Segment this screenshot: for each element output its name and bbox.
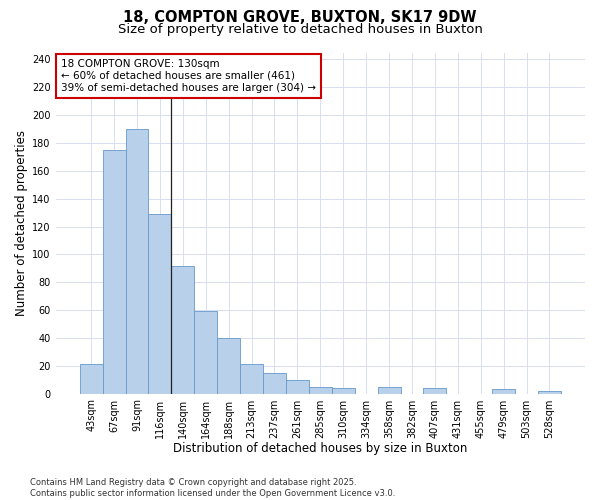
Bar: [286, 380, 309, 394]
Bar: [148, 214, 172, 394]
Bar: [217, 338, 240, 394]
Bar: [377, 386, 401, 394]
Bar: [492, 390, 515, 394]
Text: Contains HM Land Registry data © Crown copyright and database right 2025.
Contai: Contains HM Land Registry data © Crown c…: [30, 478, 395, 498]
Text: 18 COMPTON GROVE: 130sqm
← 60% of detached houses are smaller (461)
39% of semi-: 18 COMPTON GROVE: 130sqm ← 60% of detach…: [61, 60, 316, 92]
Text: 18, COMPTON GROVE, BUXTON, SK17 9DW: 18, COMPTON GROVE, BUXTON, SK17 9DW: [123, 10, 477, 25]
Bar: [332, 388, 355, 394]
Y-axis label: Number of detached properties: Number of detached properties: [15, 130, 28, 316]
Bar: [309, 386, 332, 394]
Bar: [172, 266, 194, 394]
Bar: [194, 312, 217, 394]
Text: Size of property relative to detached houses in Buxton: Size of property relative to detached ho…: [118, 22, 482, 36]
Bar: [80, 364, 103, 394]
Bar: [103, 150, 125, 394]
Bar: [125, 129, 148, 394]
Bar: [538, 391, 561, 394]
Bar: [263, 372, 286, 394]
Bar: [424, 388, 446, 394]
Bar: [240, 364, 263, 394]
X-axis label: Distribution of detached houses by size in Buxton: Distribution of detached houses by size …: [173, 442, 467, 455]
